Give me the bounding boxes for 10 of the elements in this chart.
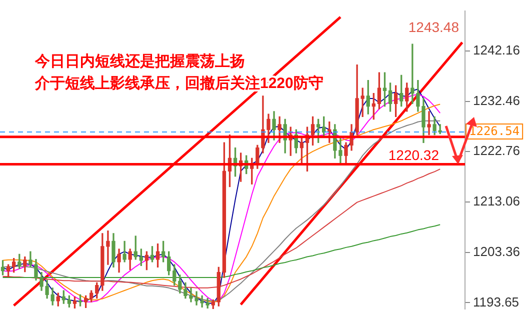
y-tick-label: 1193.65 bbox=[473, 294, 520, 310]
ref-line-label: 1220.32 bbox=[388, 147, 440, 164]
y-tick-label: 1203.36 bbox=[473, 244, 520, 259]
annotation: 今日日内短线还是把握震荡上扬 bbox=[34, 53, 245, 70]
annotation: 1243.48 bbox=[408, 19, 460, 35]
y-tick-label: 1242.16 bbox=[473, 42, 520, 58]
y-tick-label: 1232.46 bbox=[473, 92, 520, 108]
ref-line-label: 1226.54 bbox=[469, 124, 520, 138]
y-tick-label: 1222.76 bbox=[473, 143, 520, 158]
y-tick-label: 1213.06 bbox=[473, 194, 520, 209]
